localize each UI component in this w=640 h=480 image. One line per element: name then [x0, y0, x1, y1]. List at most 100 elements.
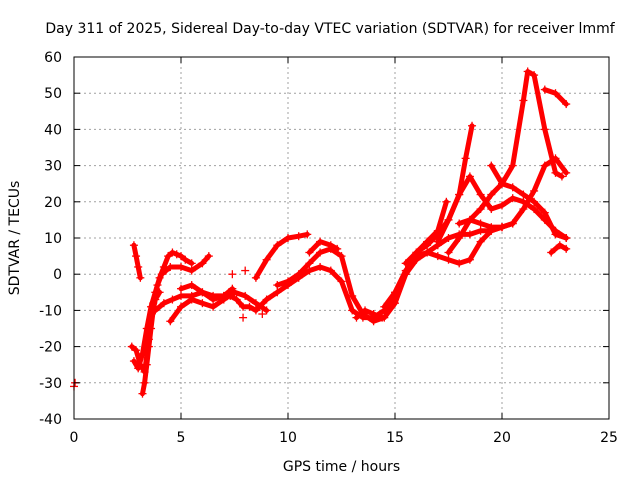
data-point: [251, 306, 260, 315]
data-point: [412, 248, 421, 257]
y-tick-label: 20: [44, 195, 62, 211]
series-line: [354, 307, 385, 321]
series-layer: [70, 67, 571, 398]
data-point: [155, 288, 164, 297]
data-point: [168, 248, 177, 257]
data-point: [316, 237, 325, 246]
y-axis-label: SDTVAR / TECUs: [7, 181, 23, 296]
data-point: [187, 295, 196, 304]
data-point: [198, 288, 207, 297]
series-line: [413, 199, 449, 255]
data-point: [487, 161, 496, 170]
isolated-points: [70, 266, 267, 391]
data-point: [476, 219, 485, 228]
data-point: [361, 306, 370, 315]
data-point: [198, 259, 207, 268]
data-point: [401, 259, 410, 268]
y-tick-label: -30: [39, 376, 62, 392]
data-point: [228, 284, 237, 293]
data-point: [132, 252, 141, 261]
data-point: [187, 266, 196, 275]
data-point: [498, 201, 506, 210]
data-point: [140, 378, 149, 387]
data-point: [294, 232, 303, 241]
data-point: [540, 85, 549, 94]
y-tick-label: -10: [39, 303, 62, 319]
data-point: [177, 302, 185, 311]
data-point: [433, 237, 442, 246]
data-point: [273, 281, 282, 290]
data-point: [159, 299, 168, 308]
data-point: [326, 241, 335, 250]
data-point: [562, 244, 571, 253]
series-arc-21: [547, 241, 571, 257]
data-point: [294, 270, 303, 279]
data-point: [258, 310, 267, 319]
data-point: [168, 295, 177, 304]
data-point: [129, 357, 138, 366]
data-point: [508, 194, 517, 203]
data-point: [198, 299, 207, 308]
data-point: [476, 226, 485, 235]
series-arc-19: [487, 161, 571, 242]
series-line: [227, 224, 505, 321]
y-tick-label: 50: [44, 86, 62, 102]
data-point: [159, 262, 168, 271]
data-point: [465, 172, 474, 181]
data-point: [555, 241, 564, 250]
data-point: [498, 223, 506, 232]
y-tick-label: -20: [39, 340, 62, 356]
data-point: [530, 197, 539, 206]
y-tick-label: -40: [39, 412, 62, 428]
data-point: [181, 255, 190, 264]
data-point: [177, 284, 185, 293]
data-point: [337, 252, 346, 261]
data-point: [303, 230, 312, 239]
data-point: [305, 248, 314, 257]
data-point: [519, 205, 528, 214]
data-point: [391, 288, 399, 297]
data-point: [177, 252, 185, 261]
data-point: [348, 306, 357, 315]
series-arc-20: [540, 85, 571, 109]
data-point: [562, 234, 571, 242]
chart-title: Day 311 of 2025, Sidereal Day-to-day VTE…: [45, 21, 615, 37]
data-point: [177, 291, 185, 300]
data-point: [151, 295, 160, 304]
data-point: [519, 96, 528, 105]
data-point: [232, 295, 241, 304]
data-point: [144, 342, 153, 351]
data-point: [348, 291, 357, 300]
x-tick-label: 15: [386, 430, 404, 446]
data-point: [337, 277, 346, 286]
data-point: [540, 161, 549, 170]
data-point: [530, 186, 539, 195]
data-point: [423, 237, 432, 246]
data-point: [455, 190, 464, 199]
series-arc-12: [352, 306, 387, 322]
series-line: [381, 155, 569, 310]
data-point: [508, 183, 517, 192]
data-point: [127, 342, 136, 351]
data-point: [444, 234, 453, 242]
series-arc-11: [305, 237, 342, 257]
series-arc-04: [138, 288, 164, 398]
data-point: [262, 255, 271, 264]
data-point: [519, 197, 528, 206]
data-point: [551, 230, 560, 239]
data-point: [401, 266, 410, 275]
data-point: [251, 299, 260, 308]
data-point: [444, 255, 453, 264]
data-point: [391, 299, 399, 308]
data-point: [326, 266, 335, 275]
data-point: [519, 190, 528, 199]
data-point: [241, 291, 250, 300]
data-point: [369, 317, 378, 326]
data-point: [333, 244, 342, 253]
tick-layer: 0 5 10 15 20 25 -40 -30 -20 -10 0 10 20 30 40 50 60: [39, 50, 618, 446]
x-tick-label: 10: [279, 430, 297, 446]
data-point: [523, 67, 532, 76]
data-point: [530, 205, 539, 214]
data-point: [142, 360, 151, 369]
